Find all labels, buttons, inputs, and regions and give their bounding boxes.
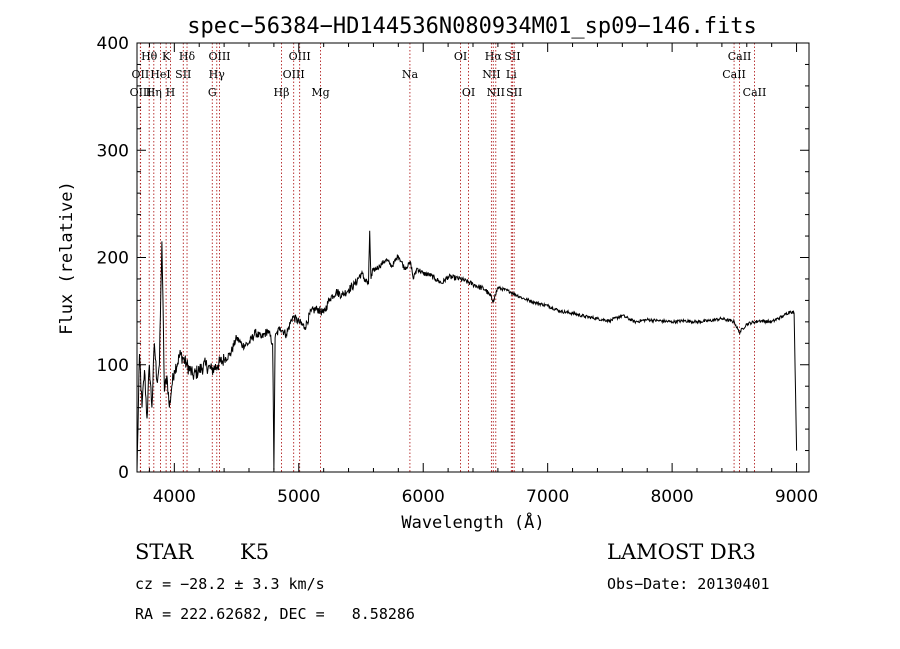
object-subclass: K5: [240, 540, 269, 564]
spectral-line-label: CaII: [743, 86, 767, 99]
y-axis-label: Flux (relative): [57, 181, 77, 335]
x-tick-label: 6000: [402, 487, 445, 507]
x-tick-label: 9000: [775, 487, 818, 507]
spectral-line-label: Hθ: [141, 50, 158, 63]
spectral-line-label: OIII: [289, 50, 311, 63]
spectral-line-label: Mg: [311, 86, 329, 99]
survey-name: LAMOST DR3: [607, 540, 756, 564]
spectral-line-label: Hγ: [209, 68, 226, 81]
object-class: STAR: [135, 540, 194, 564]
spectral-line-label: OI: [462, 86, 475, 99]
spectral-line-label: OI: [454, 50, 467, 63]
y-tick-label: 400: [97, 34, 129, 54]
y-tick-label: 0: [118, 463, 129, 483]
spectral-line-label: Hη: [146, 86, 162, 99]
spectral-line-label: OIII: [130, 86, 152, 99]
y-tick-label: 100: [97, 356, 129, 376]
spectral-line-label: SII: [175, 68, 191, 81]
chart-title: spec−56384−HD144536N080934M01_sp09−146.f…: [187, 14, 757, 39]
spectral-line-label: Na: [402, 68, 419, 81]
x-tick-label: 7000: [526, 487, 569, 507]
axis-ticks: 4000 5000 6000 7000 8000 9000 0 100 200 300 400: [97, 34, 819, 507]
spectral-line-label: SII: [506, 86, 522, 99]
y-tick-label: 200: [97, 249, 129, 269]
spectral-line-label: Hδ: [179, 50, 196, 63]
spectral-line-label: CaII: [722, 68, 746, 81]
y-tick-label: 300: [97, 141, 129, 161]
spectral-line-label: NII: [482, 68, 500, 81]
obs-date-text: Obs−Date: 20130401: [607, 575, 770, 593]
spectrum-series: [136, 230, 798, 473]
spectral-line-label: CaII: [728, 50, 752, 63]
x-tick-label: 8000: [650, 487, 693, 507]
spectral-line-label: SII: [504, 50, 520, 63]
redshift-text: cz = −28.2 ± 3.3 km/s: [135, 575, 325, 593]
x-axis-label: Wavelength (Å): [401, 511, 544, 533]
spectral-line-label: H: [166, 86, 176, 99]
spectral-line-label: NII: [487, 86, 505, 99]
x-tick-label: 5000: [277, 487, 320, 507]
plot-frame: [136, 42, 810, 473]
spectral-line-label: Li: [506, 68, 517, 81]
x-tick-label: 4000: [153, 487, 196, 507]
spectral-line-label: G: [208, 86, 217, 99]
coordinates-text: RA = 222.62682, DEC = 8.58286: [135, 605, 415, 623]
spectral-line-label: OIII: [283, 68, 305, 81]
spectral-line-label: K: [162, 50, 171, 63]
spectral-line-label: Hβ: [274, 86, 290, 99]
spectral-line-label: Hα: [485, 50, 503, 63]
spectral-line-label: HeI: [150, 68, 170, 81]
spectral-line-label: OIII: [208, 50, 230, 63]
